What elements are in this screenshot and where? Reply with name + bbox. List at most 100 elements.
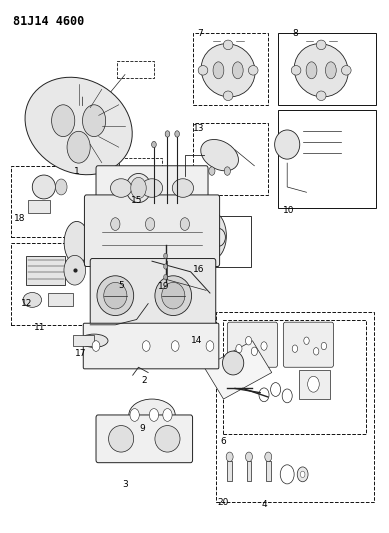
Bar [73,335,94,346]
Circle shape [300,471,305,478]
Circle shape [245,452,252,462]
Text: 9: 9 [140,424,145,433]
Circle shape [265,452,272,462]
Ellipse shape [23,293,42,308]
Text: 20: 20 [218,498,229,507]
Ellipse shape [198,66,208,75]
Ellipse shape [172,179,194,197]
Circle shape [251,347,258,356]
FancyBboxPatch shape [90,259,216,330]
Ellipse shape [162,282,185,309]
Circle shape [297,467,308,482]
Circle shape [56,179,67,195]
Text: 3: 3 [122,480,128,489]
Ellipse shape [201,44,255,97]
Circle shape [292,345,298,352]
Circle shape [82,105,106,136]
Ellipse shape [126,173,151,203]
Bar [119,158,162,214]
Circle shape [164,253,167,259]
Circle shape [321,342,327,350]
Bar [223,319,366,433]
Circle shape [111,217,120,230]
Text: 81J14 4600: 81J14 4600 [13,14,84,28]
Text: 18: 18 [14,214,26,223]
Text: 10: 10 [283,206,295,215]
Text: 1: 1 [74,166,80,175]
Circle shape [163,409,172,421]
Circle shape [245,336,252,345]
Bar [11,243,98,325]
Text: 11: 11 [34,323,46,332]
Bar [28,200,50,214]
Circle shape [304,337,309,344]
Text: 14: 14 [191,336,202,345]
Text: 6: 6 [221,437,226,446]
Ellipse shape [223,40,233,50]
FancyBboxPatch shape [96,415,193,463]
Ellipse shape [232,62,243,79]
Ellipse shape [80,334,108,348]
Circle shape [175,131,179,137]
Ellipse shape [294,44,348,97]
Circle shape [209,167,215,175]
Polygon shape [204,341,272,399]
Bar [277,110,376,208]
Circle shape [224,167,230,175]
Ellipse shape [155,425,180,452]
Bar [198,216,251,266]
Text: 5: 5 [118,280,124,289]
Circle shape [142,341,150,351]
Text: 16: 16 [193,265,204,273]
Ellipse shape [210,228,225,247]
Circle shape [152,141,156,148]
Circle shape [164,274,167,280]
Ellipse shape [291,66,301,75]
Ellipse shape [316,91,326,101]
Circle shape [92,341,100,351]
FancyBboxPatch shape [96,166,208,206]
Circle shape [261,342,267,350]
Circle shape [130,409,139,421]
Circle shape [236,344,242,353]
Circle shape [131,177,146,199]
Ellipse shape [316,40,326,50]
Ellipse shape [342,66,351,75]
Ellipse shape [306,62,317,79]
Ellipse shape [141,179,163,197]
Ellipse shape [110,179,132,197]
FancyBboxPatch shape [84,195,220,266]
Circle shape [180,217,189,230]
Ellipse shape [109,425,134,452]
FancyBboxPatch shape [283,322,333,367]
Text: 2: 2 [142,376,147,385]
Text: 15: 15 [131,196,142,205]
Bar [193,123,268,195]
Circle shape [314,348,319,355]
Bar [216,312,374,503]
Bar [48,293,73,306]
Circle shape [165,131,170,137]
Bar [117,61,154,78]
Ellipse shape [326,62,336,79]
Bar [266,461,271,481]
Text: 17: 17 [75,350,86,359]
Text: 7: 7 [198,29,203,38]
Circle shape [171,341,179,351]
Ellipse shape [97,276,134,316]
Ellipse shape [197,212,226,260]
Circle shape [52,105,75,136]
Circle shape [226,452,233,462]
Ellipse shape [155,276,192,316]
Text: 19: 19 [158,282,169,291]
Text: 4: 4 [261,499,267,508]
Ellipse shape [32,175,56,199]
Bar [277,33,376,105]
Ellipse shape [129,399,175,431]
Bar [247,461,251,481]
Ellipse shape [25,77,132,175]
Circle shape [149,409,159,421]
Circle shape [67,131,90,163]
Bar [11,166,98,237]
Ellipse shape [249,66,258,75]
